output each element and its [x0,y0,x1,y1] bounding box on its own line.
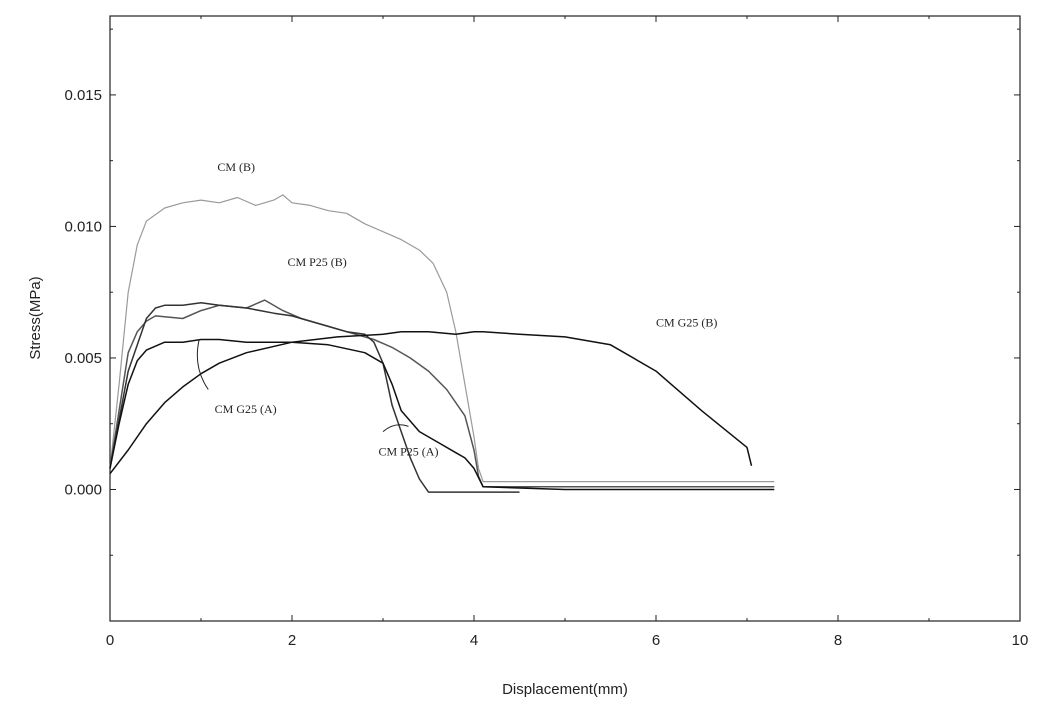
series-line-1 [110,195,774,482]
y-axis-title: Stress(MPa) [27,276,44,359]
ticks-layer: 0 2 4 6 8 10 0.000 0.005 0.010 0.015 [64,16,1028,649]
series-annotation: CM G25 (A) [215,402,277,416]
y-tick-label: 0.010 [64,218,102,235]
series-annotation: CM (B) [217,160,255,174]
plot-frame [110,16,1020,621]
x-tick-label: 2 [288,632,296,649]
series-annotation: CM P25 (B) [287,255,346,269]
x-tick-label: 8 [834,632,842,649]
annotations-layer: CM (B) CM P25 (B) CM G25 (B) CM G25 (A) CM P… [197,160,717,458]
x-tick-label: 0 [106,632,114,649]
series-layer [110,195,774,492]
y-tick-label: 0.000 [64,481,102,498]
x-tick-label: 10 [1012,632,1029,649]
y-tick-label: 0.005 [64,350,102,367]
series-annotation: CM G25 (B) [656,315,717,329]
series-line-5 [110,340,774,490]
x-tick-label: 6 [652,632,660,649]
series-annotation: CM P25 (A) [378,444,438,458]
annotation-pointer [383,425,408,432]
annotation-pointer [197,340,208,390]
x-axis-title: Displacement(mm) [502,681,628,698]
y-tick-label: 0.015 [64,87,102,104]
x-tick-label: 4 [470,632,478,649]
